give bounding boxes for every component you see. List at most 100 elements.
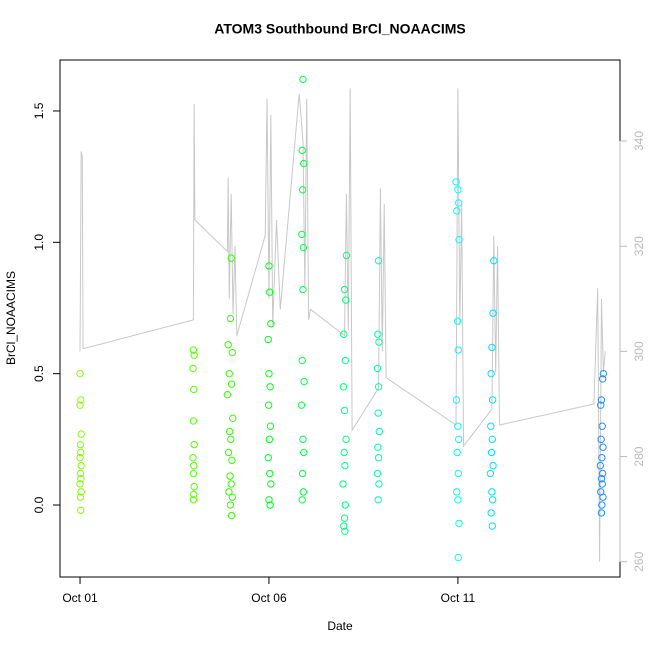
- point: [452, 178, 460, 186]
- point: [340, 406, 349, 415]
- y2-tick-label: 300: [632, 341, 646, 361]
- point: [454, 469, 462, 478]
- point: [598, 454, 606, 462]
- point: [597, 509, 606, 517]
- point: [597, 401, 605, 409]
- point: [452, 396, 461, 404]
- point: [339, 383, 348, 391]
- point: [341, 356, 349, 365]
- point: [77, 430, 85, 438]
- point: [375, 427, 383, 436]
- point: [454, 199, 463, 207]
- point: [454, 346, 462, 354]
- point: [487, 422, 495, 430]
- point: [227, 435, 235, 444]
- point: [341, 501, 349, 509]
- y2-tick-label: 260: [632, 551, 646, 571]
- point: [189, 496, 198, 504]
- point: [266, 469, 274, 478]
- point: [455, 519, 463, 528]
- point: [189, 417, 198, 425]
- point: [341, 296, 350, 304]
- point: [454, 553, 462, 562]
- point: [453, 448, 461, 457]
- point: [488, 496, 497, 504]
- point: [266, 383, 274, 391]
- point: [299, 285, 307, 294]
- point: [489, 461, 497, 470]
- point: [223, 390, 232, 399]
- plot-box: [59, 59, 621, 578]
- point: [454, 435, 463, 444]
- point: [299, 243, 308, 252]
- point: [265, 435, 274, 444]
- point: [374, 496, 382, 504]
- point: [77, 448, 85, 457]
- point: [265, 369, 273, 378]
- point: [298, 356, 306, 365]
- point: [374, 443, 382, 451]
- point: [453, 488, 461, 496]
- point: [488, 488, 496, 496]
- point: [226, 472, 234, 480]
- point: [598, 422, 606, 430]
- point: [225, 427, 234, 436]
- point: [266, 501, 274, 509]
- point: [599, 369, 608, 378]
- point: [225, 488, 233, 496]
- point: [373, 469, 382, 478]
- point: [228, 456, 236, 465]
- point: [341, 461, 349, 470]
- point: [488, 522, 496, 530]
- point: [488, 435, 496, 444]
- point: [299, 488, 308, 496]
- point: [488, 396, 497, 404]
- point: [299, 75, 307, 84]
- point: [598, 469, 607, 478]
- point: [266, 422, 275, 430]
- point: [597, 396, 606, 404]
- point: [454, 496, 462, 504]
- point: [298, 186, 307, 194]
- point: [598, 480, 606, 488]
- point: [76, 493, 85, 501]
- chart-title: ATOM3 Southbound BrCl_NOAACIMS: [214, 21, 465, 37]
- point: [340, 522, 348, 530]
- point: [226, 501, 235, 509]
- x-tick-label: Oct 11: [441, 591, 476, 605]
- point: [228, 493, 237, 501]
- point: [264, 335, 272, 344]
- point: [597, 475, 606, 483]
- point: [374, 454, 383, 462]
- point: [486, 469, 495, 478]
- point: [374, 257, 383, 265]
- y2-tick-label: 280: [632, 446, 646, 466]
- point: [267, 320, 275, 328]
- point: [76, 401, 84, 409]
- point: [598, 375, 607, 383]
- point: [227, 511, 236, 520]
- point: [189, 364, 197, 373]
- point: [190, 351, 198, 359]
- point: [300, 448, 308, 457]
- point: [340, 285, 349, 294]
- point: [488, 343, 496, 352]
- point: [298, 469, 307, 478]
- point: [489, 309, 497, 317]
- point: [374, 409, 382, 417]
- point: [375, 338, 383, 346]
- x-tick-label: Oct 06: [251, 591, 287, 605]
- point: [189, 346, 198, 354]
- y2-tick-label: 320: [632, 236, 646, 256]
- point: [76, 469, 85, 478]
- point: [300, 377, 308, 386]
- point: [339, 480, 347, 488]
- point: [77, 488, 85, 496]
- point: [342, 435, 350, 444]
- x-axis-label: Date: [327, 619, 353, 633]
- y-tick-label: 1.0: [32, 234, 46, 251]
- point: [265, 496, 273, 504]
- y-tick-label: 0.0: [32, 496, 46, 513]
- point: [227, 480, 235, 488]
